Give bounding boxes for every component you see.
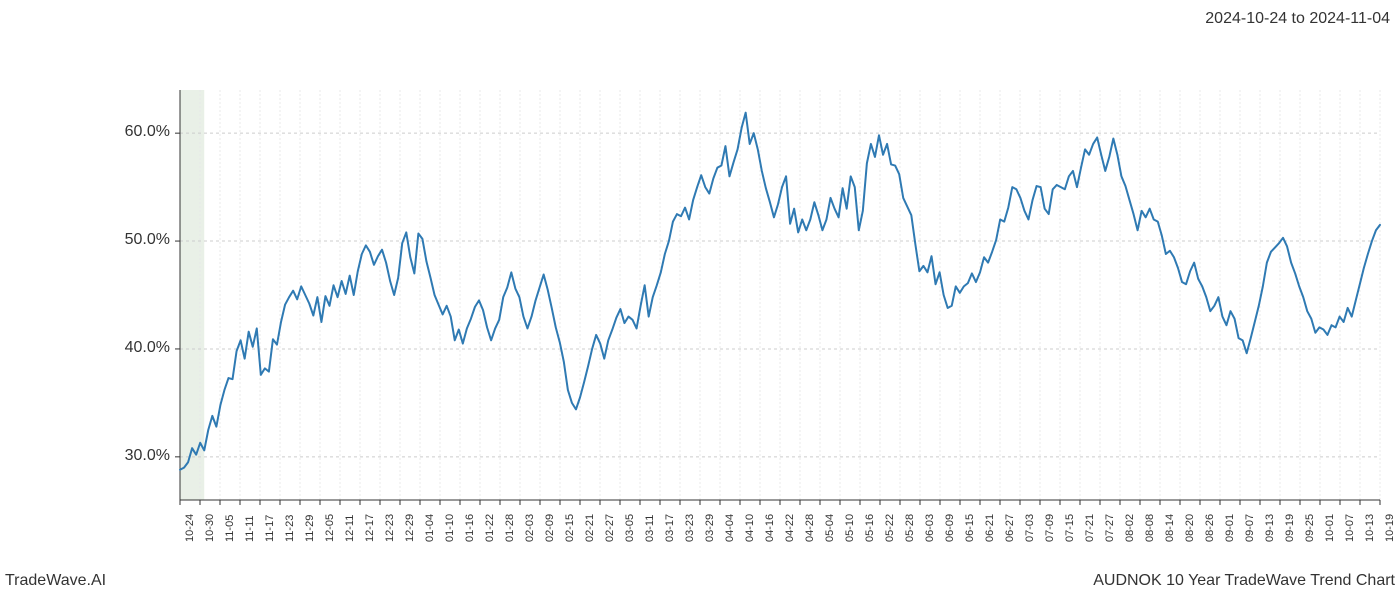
x-tick-label: 03-23 <box>684 514 696 542</box>
x-tick-label: 08-02 <box>1124 514 1136 542</box>
y-tick-label: 60.0% <box>100 123 170 141</box>
x-tick-label: 06-15 <box>964 514 976 542</box>
x-tick-label: 07-27 <box>1104 514 1116 542</box>
x-tick-label: 02-27 <box>604 514 616 542</box>
x-tick-label: 06-21 <box>984 514 996 542</box>
x-tick-label: 03-29 <box>704 514 716 542</box>
x-tick-label: 05-28 <box>904 514 916 542</box>
x-tick-label: 11-11 <box>244 515 256 542</box>
x-tick-label: 10-01 <box>1324 514 1336 542</box>
date-range-label: 2024-10-24 to 2024-11-04 <box>1205 10 1390 28</box>
x-tick-label: 02-09 <box>544 514 556 542</box>
x-tick-label: 06-09 <box>944 514 956 542</box>
x-tick-label: 07-09 <box>1044 514 1056 542</box>
x-tick-label: 08-20 <box>1184 514 1196 542</box>
x-tick-label: 04-28 <box>804 514 816 542</box>
x-tick-label: 04-04 <box>724 514 736 542</box>
x-tick-label: 01-22 <box>484 514 496 542</box>
x-tick-label: 10-19 <box>1384 514 1396 542</box>
x-tick-label: 12-23 <box>384 514 396 542</box>
x-tick-label: 11-05 <box>224 515 236 542</box>
x-tick-label: 09-07 <box>1244 514 1256 542</box>
x-tick-label: 07-21 <box>1084 514 1096 542</box>
x-tick-label: 04-16 <box>764 514 776 542</box>
x-tick-label: 09-01 <box>1224 514 1236 542</box>
x-tick-label: 11-29 <box>304 515 316 542</box>
x-tick-label: 05-10 <box>844 514 856 542</box>
highlight-band <box>180 90 204 500</box>
x-tick-label: 07-03 <box>1024 514 1036 542</box>
x-tick-label: 08-26 <box>1204 514 1216 542</box>
chart-svg <box>0 40 1400 540</box>
x-tick-label: 04-10 <box>744 514 756 542</box>
x-tick-label: 09-25 <box>1304 514 1316 542</box>
chart-container: 30.0% 40.0% 50.0% 60.0% 10-24 10-30 11-05 11-1… <box>0 40 1400 540</box>
x-tick-label: 11-23 <box>284 515 296 542</box>
x-tick-label: 08-14 <box>1164 514 1176 542</box>
x-tick-label: 02-15 <box>564 514 576 542</box>
x-tick-label: 01-16 <box>464 514 476 542</box>
x-tick-label: 10-13 <box>1364 514 1376 542</box>
footer-title: AUDNOK 10 Year TradeWave Trend Chart <box>1093 572 1395 590</box>
x-tick-label: 01-10 <box>444 514 456 542</box>
x-tick-label: 02-03 <box>524 514 536 542</box>
y-tick-label: 40.0% <box>100 339 170 357</box>
x-tick-label: 01-28 <box>504 514 516 542</box>
x-tick-label: 10-24 <box>184 514 196 542</box>
x-tick-label: 12-11 <box>344 515 356 542</box>
x-tick-label: 12-29 <box>404 514 416 542</box>
x-tick-label: 03-11 <box>644 515 656 542</box>
y-tick-label: 30.0% <box>100 447 170 465</box>
x-tick-label: 12-05 <box>324 514 336 542</box>
x-tick-label: 11-17 <box>264 515 276 542</box>
x-tick-label: 10-07 <box>1344 514 1356 542</box>
x-tick-label: 01-04 <box>424 514 436 542</box>
x-tick-label: 03-05 <box>624 514 636 542</box>
x-tick-label: 12-17 <box>364 514 376 542</box>
x-tick-label: 05-16 <box>864 514 876 542</box>
footer-brand: TradeWave.AI <box>5 572 106 590</box>
x-tick-label: 04-22 <box>784 514 796 542</box>
x-tick-label: 10-30 <box>204 514 216 542</box>
x-tick-label: 06-27 <box>1004 514 1016 542</box>
x-tick-label: 02-21 <box>584 514 596 542</box>
x-tick-label: 09-19 <box>1284 514 1296 542</box>
x-tick-label: 06-03 <box>924 514 936 542</box>
x-tick-label: 07-15 <box>1064 514 1076 542</box>
x-tick-label: 05-04 <box>824 514 836 542</box>
y-tick-label: 50.0% <box>100 231 170 249</box>
x-tick-label: 03-17 <box>664 514 676 542</box>
x-tick-label: 05-22 <box>884 514 896 542</box>
x-tick-label: 08-08 <box>1144 514 1156 542</box>
x-tick-label: 09-13 <box>1264 514 1276 542</box>
